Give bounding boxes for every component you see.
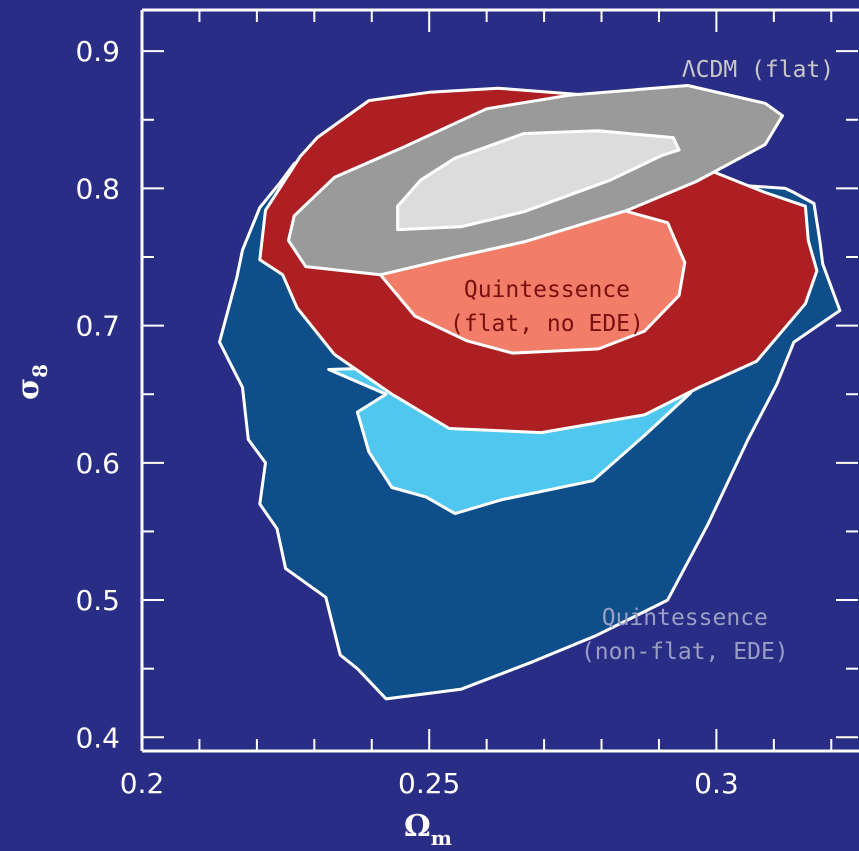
- annotation-nonflat: Quintessence (non-flat, EDE): [581, 605, 789, 665]
- tick-labels: 0.2 0.25 0.3 0.4 0.5 0.6 0.7 0.8 0.9: [75, 35, 738, 800]
- y-tick-label: 0.9: [75, 35, 120, 68]
- annotation-flat: Quintessence (flat, no EDE): [450, 277, 644, 337]
- annotation-line: (flat, no EDE): [450, 311, 644, 337]
- y-axis-title-subscript: 8: [28, 364, 52, 378]
- annotation-line: Quintessence: [602, 605, 768, 631]
- x-tick-label: 0.2: [120, 767, 165, 800]
- x-axis-title-symbol: Ω: [404, 809, 431, 844]
- annotations: ΛCDM (flat)Quintessence (flat, no EDE)Qui…: [450, 57, 834, 665]
- y-tick-label: 0.5: [75, 584, 120, 617]
- y-axis-title-symbol: σ: [11, 378, 46, 400]
- axes-frame: [140, 8, 859, 753]
- region-lcdm-inner: [396, 129, 681, 232]
- annotation-line: (non-flat, EDE): [581, 639, 789, 665]
- y-tick-label: 0.4: [75, 721, 120, 754]
- y-axis-title: σ8: [11, 364, 52, 400]
- annotation-line: ΛCDM (flat): [682, 57, 834, 83]
- confidence-regions: [218, 84, 842, 701]
- y-tick-label: 0.6: [75, 447, 120, 480]
- annotation-lcdm: ΛCDM (flat): [682, 57, 834, 83]
- annotation-line: Quintessence: [464, 277, 630, 303]
- x-tick-label: 0.25: [398, 767, 460, 800]
- axis-ticks: [141, 10, 858, 751]
- x-axis-title-subscript: m: [431, 826, 452, 850]
- x-axis-title: Ωm: [404, 809, 452, 850]
- x-tick-label: 0.3: [694, 767, 739, 800]
- y-tick-label: 0.8: [75, 172, 120, 205]
- y-tick-label: 0.7: [75, 310, 120, 343]
